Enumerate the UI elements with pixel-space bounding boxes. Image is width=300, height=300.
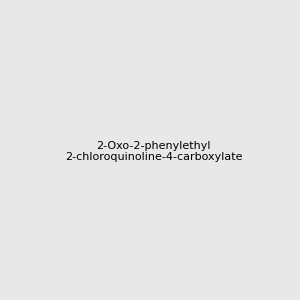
Text: 2-Oxo-2-phenylethyl 2-chloroquinoline-4-carboxylate: 2-Oxo-2-phenylethyl 2-chloroquinoline-4-… [65,141,242,162]
